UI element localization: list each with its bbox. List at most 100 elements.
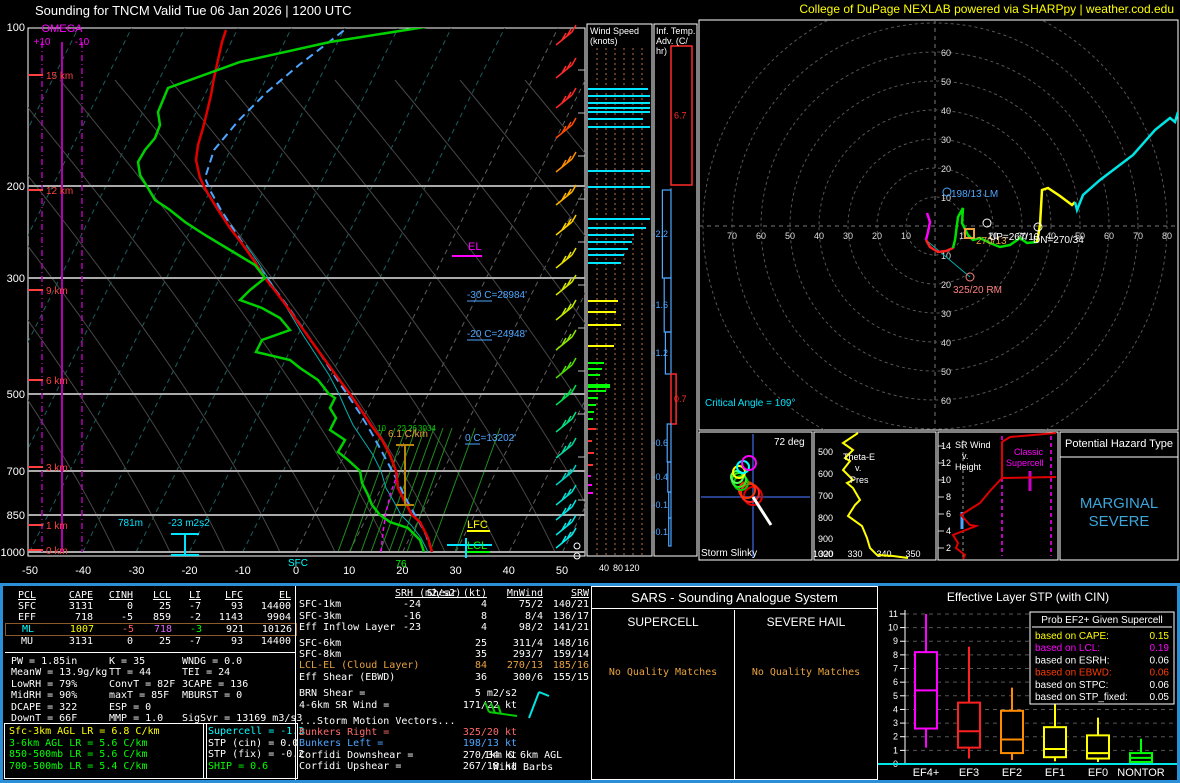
hodo-ring-label: 20	[941, 280, 951, 290]
pcl-cell: 0	[126, 636, 133, 647]
pcl-cell: 93	[230, 636, 243, 647]
sars-title: SARS - Sounding Analogue System	[592, 587, 877, 609]
thetae-pressure-tick: 1000	[813, 549, 833, 559]
hodo-ring-label: 10	[941, 193, 951, 203]
shear-table: SRH (m2/s2) Shear (kt) MnWind SRW SFC-1km -24…	[299, 588, 589, 773]
srh-cell	[395, 638, 421, 649]
srh-cell: 270/13	[506, 660, 543, 672]
omega-label: OMEGA	[42, 23, 84, 35]
hodo-ring-label: 10	[901, 231, 911, 241]
srh-cell: LCL-EL (Cloud Layer)	[299, 660, 420, 672]
stp-category-label: EF2	[1002, 767, 1022, 779]
pcl-cell: PCL	[17, 590, 37, 601]
divider	[5, 652, 295, 653]
hazard-value-2: SEVERE	[1089, 513, 1150, 530]
index-value: maxT = 85F	[109, 690, 170, 702]
lapse-rates-box: Sfc-3km AGL LR = 6.8 C/km 3-6km AGL LR = …	[4, 723, 207, 779]
hodo-ring-label: 30	[941, 309, 951, 319]
indices-col1: PW = 1.85in MeanW = 13.9g/kg LowRH = 79% Mi…	[11, 656, 107, 724]
minus30-label: -30 C=28984'	[467, 290, 527, 301]
srh-header-cell: SRH (m2/s2)	[395, 588, 462, 599]
wind-title-1: Wind Speed	[590, 26, 639, 36]
thetae-x-tick: 330	[847, 549, 862, 559]
hodo-ring-label: 50	[1075, 231, 1085, 241]
advection-value: -0.1	[652, 527, 668, 537]
hodo-up-label: UP=267/10	[989, 232, 1040, 243]
pcl-cell: MU	[20, 636, 34, 647]
srh-cell: 159/14	[552, 649, 589, 661]
hodo-rm-marker	[965, 272, 975, 282]
height-label: 3 km	[46, 463, 68, 474]
stp-legend-label: based on STPC:	[1035, 680, 1108, 691]
srh-header-cell: Shear (kt)	[426, 588, 487, 599]
stp-legend-label: based on EBWD:	[1035, 668, 1112, 679]
thetae-pressure-tick: 700	[818, 491, 833, 501]
pcl-cell: 14400	[260, 601, 291, 612]
stp-legend-value: 0.05	[1150, 692, 1170, 703]
sars-supercell-column: SUPERCELL No Quality Matches	[592, 615, 734, 678]
lfc-label: LFC	[467, 519, 488, 531]
temp-axis-tick: -30	[128, 565, 144, 577]
wind-barb	[555, 24, 577, 46]
stp-y-tick: 1	[893, 745, 898, 755]
stp-category-label: EF4+	[913, 767, 940, 779]
srh-cell: SFC-6km	[299, 637, 342, 649]
temp-axis-tick: 0	[293, 565, 299, 577]
divider	[734, 610, 735, 779]
advection-value: -0.4	[652, 472, 668, 482]
srh-cell: 35	[474, 649, 487, 661]
srwind-height-tick: 14	[941, 441, 951, 451]
hodo-ring-label: 20	[988, 231, 998, 241]
srh-header-cell: SRW	[570, 588, 589, 599]
lapse-rate-value: 3-6km AGL LR = 5.6 C/km	[9, 737, 148, 749]
wind-barb	[555, 329, 577, 351]
advection-value: 6.7	[674, 111, 687, 121]
barb-legend-line2: Wind Barbs	[492, 762, 554, 773]
hodo-ring-label: 60	[1104, 231, 1114, 241]
hodo-ring-label: 50	[785, 231, 795, 241]
storm-motion-title: ...Storm Motion Vectors...	[299, 716, 456, 728]
srh-cell: 4	[480, 599, 487, 611]
srh-cell: 140/21	[552, 599, 589, 611]
hodo-ring-label: 80	[1162, 231, 1172, 241]
srh-cell: 311/4	[512, 637, 543, 649]
srh-cell	[395, 649, 421, 660]
pcl-cell: SFC	[17, 601, 37, 612]
pcl-cell: 921	[225, 624, 244, 635]
credit-link[interactable]: College of DuPage NEXLAB powered via SHA…	[799, 2, 1174, 16]
divider	[295, 586, 296, 780]
shear-summary-value: 5 m2/s2	[474, 688, 517, 700]
temp-axis-tick: -20	[182, 565, 198, 577]
minus20-label: -20 C=24948'	[467, 329, 527, 340]
srh-cell: SFC-8km	[299, 649, 342, 661]
wind-barb	[555, 464, 577, 486]
sars-hail-status: No Quality Matches	[751, 667, 861, 678]
index-value: MeanW = 13.9g/kg	[11, 667, 108, 679]
wind-barb	[555, 117, 577, 139]
hodo-ring-label: 50	[941, 367, 951, 377]
wind-barb	[555, 384, 577, 406]
stp-y-tick: 4	[893, 704, 898, 714]
slinky-deg: 72 deg	[774, 437, 805, 448]
hodo-ring-label: 70	[1133, 231, 1143, 241]
pressure-label: 500	[7, 389, 25, 401]
pcl-cell: 1143	[218, 612, 243, 623]
srh-cell: 185/16	[552, 660, 589, 672]
pressure-label: 850	[7, 510, 25, 522]
srh-cell: 84	[474, 660, 487, 672]
pressure-label: 300	[7, 273, 25, 285]
advection-value: -2.2	[652, 229, 668, 239]
stp-legend-value: 0.15	[1150, 631, 1170, 642]
stp-y-tick: 7	[893, 664, 898, 674]
storm-motion-label: Corfidi Upshear =	[299, 761, 402, 773]
pcl-cell: LCL	[152, 590, 171, 601]
wind-barb	[555, 514, 577, 536]
pcl-cell: CAPE	[68, 590, 93, 601]
index-value: WNDG = 0.0	[182, 656, 243, 667]
stp-category-label: EF0	[1088, 767, 1108, 779]
wind-barb	[555, 484, 577, 506]
hodo-ring-label: 40	[941, 106, 951, 116]
sars-supercell-header: SUPERCELL	[627, 615, 699, 629]
pcl-cell: 25	[158, 601, 171, 612]
